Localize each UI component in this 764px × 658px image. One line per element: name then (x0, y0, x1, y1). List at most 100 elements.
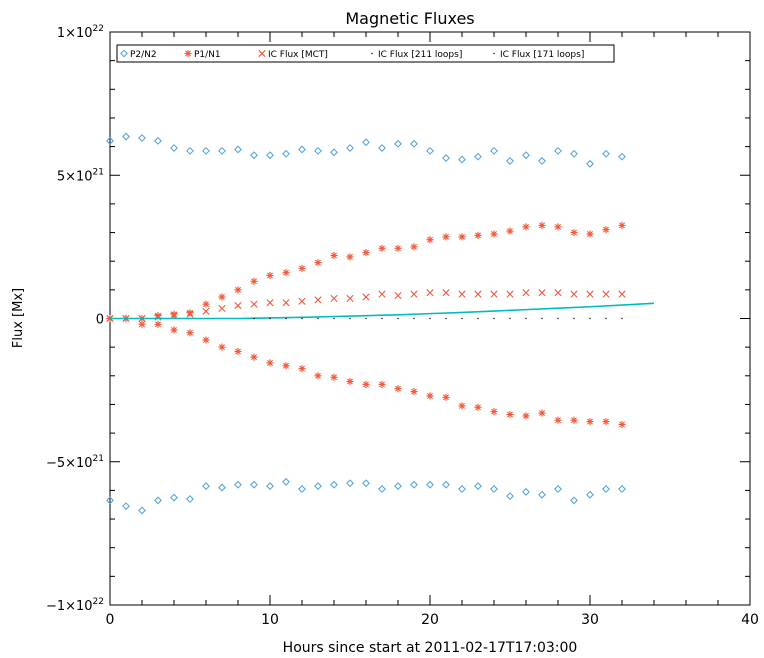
series-line (110, 302, 655, 320)
data-point (218, 304, 226, 313)
data-point (378, 380, 386, 388)
data-point (186, 309, 194, 317)
data-point (346, 377, 354, 386)
axis-ticks (109, 31, 751, 606)
data-point (346, 479, 354, 488)
data-point (474, 403, 482, 411)
data-point (474, 231, 482, 240)
y-tick-label: 1×1022 (57, 24, 104, 41)
data-point (186, 495, 194, 503)
data-point (461, 317, 463, 320)
data-point (266, 271, 274, 280)
data-point (621, 317, 623, 320)
data-point (330, 251, 338, 260)
legend-box (116, 44, 615, 63)
data-point (234, 302, 242, 310)
legend-marker (371, 52, 373, 55)
data-point (506, 157, 514, 165)
data-point (330, 373, 338, 381)
data-point (474, 290, 482, 298)
data-point (410, 387, 418, 396)
data-point (426, 236, 434, 244)
data-point (506, 227, 514, 235)
x-tick-label: 0 (106, 612, 115, 628)
data-point (186, 146, 194, 155)
data-point (538, 221, 546, 229)
data-point (250, 277, 258, 285)
data-point (538, 490, 546, 499)
data-point (170, 144, 178, 152)
data-point (570, 228, 578, 237)
data-point (490, 230, 498, 238)
data-point (266, 151, 274, 160)
data-point (365, 317, 367, 320)
data-point (445, 317, 447, 320)
data-point (618, 152, 626, 161)
data-point (138, 320, 146, 328)
data-point (538, 289, 546, 297)
data-point (602, 290, 610, 298)
data-point (218, 293, 226, 301)
data-point (410, 243, 418, 251)
data-point (490, 290, 498, 298)
data-point (378, 290, 386, 298)
data-point (154, 320, 162, 328)
legend-marker (184, 49, 192, 58)
data-point (346, 144, 354, 152)
legend-item: P2/N2 (120, 49, 157, 60)
data-point (330, 480, 338, 489)
data-point (314, 259, 322, 267)
data-point (429, 317, 431, 320)
data-point (458, 402, 466, 410)
data-point (234, 145, 242, 154)
y-axis-label: Flux [Mx] (11, 288, 26, 348)
data-point (362, 293, 370, 301)
y-tick-label: −5×1021 (46, 454, 104, 471)
series-ic_211_curve (110, 302, 655, 320)
data-point (378, 244, 386, 252)
data-point (618, 485, 626, 493)
axis-tick-labels: 0 10 20 30 40 1×1022 5×1021 0 −5×1021 −1×1022 (46, 24, 759, 628)
data-point (525, 317, 527, 320)
data-point (474, 482, 482, 491)
data-point (522, 412, 530, 420)
data-point (413, 317, 415, 320)
x-tick-label: 20 (421, 612, 439, 628)
data-point (285, 317, 287, 320)
x-tick-label: 10 (261, 612, 279, 628)
data-point (522, 151, 530, 160)
data-point (282, 477, 290, 486)
data-point (458, 155, 466, 164)
data-point (298, 365, 306, 373)
data-point (138, 134, 146, 142)
data-point (234, 286, 242, 294)
legend-marker (493, 52, 495, 55)
data-point (554, 223, 562, 231)
data-point (570, 496, 578, 505)
data-point (378, 144, 386, 152)
data-point (458, 485, 466, 493)
data-point (266, 482, 274, 491)
data-point (218, 146, 226, 155)
x-tick-label: 40 (741, 612, 759, 628)
data-point (586, 490, 594, 499)
data-point (602, 226, 610, 234)
data-series (106, 132, 655, 515)
data-point (426, 392, 434, 400)
data-point (477, 317, 479, 320)
data-point (317, 317, 319, 320)
data-point (394, 244, 402, 252)
data-point (442, 480, 450, 489)
data-point (474, 152, 482, 161)
data-point (442, 289, 450, 297)
data-point (250, 151, 258, 160)
legend-item: IC Flux [171 loops] (493, 50, 584, 60)
data-point (554, 416, 562, 424)
y-tick-label: 5×1021 (57, 167, 104, 184)
data-point (586, 418, 594, 426)
data-point (314, 482, 322, 491)
data-point (314, 372, 322, 380)
data-point (202, 307, 210, 315)
data-point (602, 418, 610, 426)
